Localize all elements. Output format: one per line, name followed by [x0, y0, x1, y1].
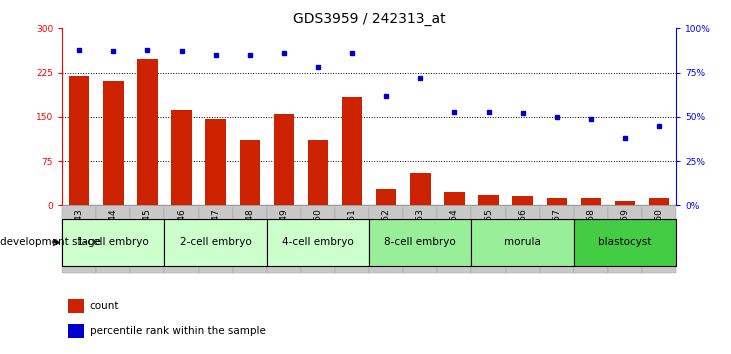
Bar [615, 201, 635, 205]
Text: count: count [90, 301, 119, 310]
Bar [199, 205, 232, 207]
Bar [62, 205, 96, 273]
Bar [137, 59, 158, 205]
Bar [62, 219, 164, 266]
Bar [232, 205, 267, 207]
Bar [574, 219, 676, 266]
Bar [649, 198, 670, 205]
Text: morula: morula [504, 238, 541, 247]
Bar [471, 219, 574, 266]
Bar [437, 205, 471, 273]
Bar [574, 205, 608, 273]
Bar [335, 205, 369, 273]
Bar [608, 205, 642, 273]
Bar [171, 110, 192, 205]
Bar [273, 114, 294, 205]
Bar [301, 205, 335, 273]
Bar [205, 119, 226, 205]
Bar [199, 205, 232, 273]
Bar [130, 205, 164, 273]
Bar [478, 195, 499, 205]
Bar [410, 173, 431, 205]
Bar [68, 324, 83, 338]
Bar [642, 205, 676, 207]
Bar [342, 97, 363, 205]
Bar [240, 141, 260, 205]
Bar [547, 198, 567, 205]
Bar [232, 205, 267, 273]
Bar [574, 205, 608, 207]
Bar [444, 192, 465, 205]
Bar [164, 205, 199, 207]
Bar [404, 205, 437, 207]
Bar [580, 198, 601, 205]
Bar [267, 205, 301, 273]
Bar [369, 205, 404, 207]
Text: percentile rank within the sample: percentile rank within the sample [90, 326, 265, 336]
Text: 2-cell embryo: 2-cell embryo [180, 238, 251, 247]
Bar [130, 205, 164, 207]
Bar [471, 205, 506, 207]
Bar [335, 205, 369, 207]
Bar [308, 141, 328, 205]
Bar [404, 205, 437, 273]
Bar [96, 205, 130, 273]
Bar [642, 205, 676, 273]
Bar [506, 205, 539, 273]
Bar [68, 298, 83, 313]
Text: development stage: development stage [0, 238, 101, 247]
Bar [506, 205, 539, 207]
Bar [301, 205, 335, 207]
Bar [103, 81, 124, 205]
Text: 4-cell embryo: 4-cell embryo [282, 238, 354, 247]
Bar [62, 205, 96, 207]
Bar [512, 196, 533, 205]
Bar [539, 205, 574, 273]
Bar [369, 219, 471, 266]
Bar [471, 205, 506, 273]
Bar [96, 205, 130, 207]
Text: 8-cell embryo: 8-cell embryo [385, 238, 456, 247]
Bar [437, 205, 471, 207]
Bar [164, 219, 267, 266]
Bar [267, 219, 369, 266]
Bar [267, 205, 301, 207]
Text: 1-cell embryo: 1-cell embryo [77, 238, 149, 247]
Bar [69, 75, 89, 205]
Text: blastocyst: blastocyst [598, 238, 652, 247]
Title: GDS3959 / 242313_at: GDS3959 / 242313_at [293, 12, 445, 26]
Bar [539, 205, 574, 207]
Bar [608, 205, 642, 207]
Bar [369, 205, 404, 273]
Bar [164, 205, 199, 273]
Bar [376, 189, 396, 205]
